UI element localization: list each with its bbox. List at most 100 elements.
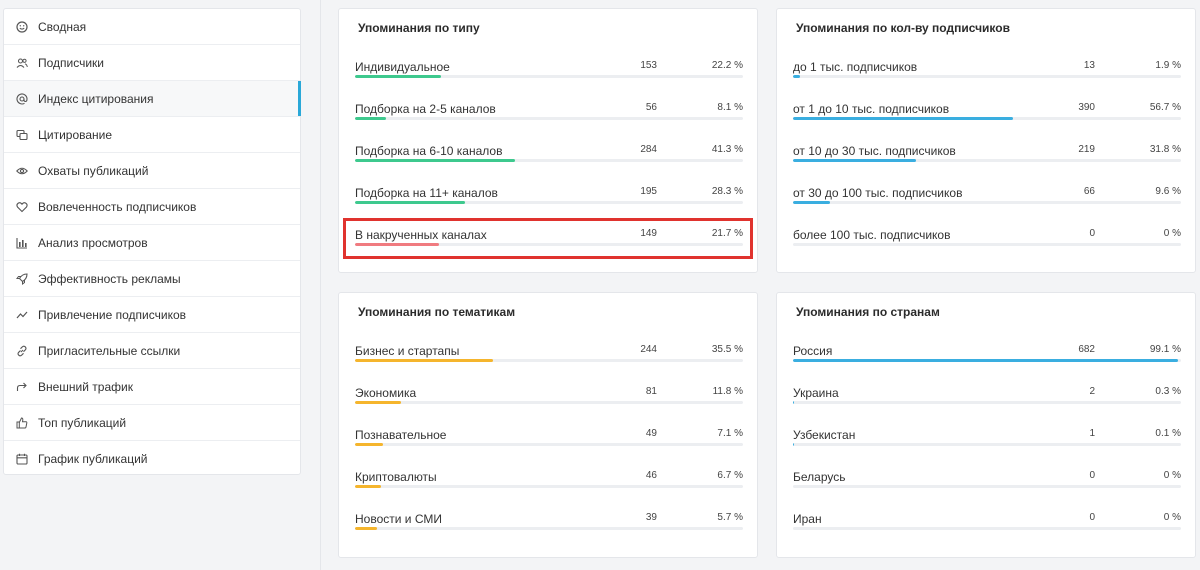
progress-fill bbox=[793, 359, 1178, 362]
sidebar-item-label: Топ публикаций bbox=[38, 415, 127, 430]
progress-track bbox=[355, 159, 743, 162]
row-count: 66 bbox=[1083, 186, 1095, 197]
bar-chart-icon bbox=[16, 237, 36, 249]
progress-track bbox=[355, 359, 743, 362]
sidebar-item-label: Цитирование bbox=[38, 127, 113, 142]
row-label: Иран bbox=[793, 512, 822, 526]
row-percent: 22.2 % bbox=[711, 60, 743, 71]
progress-track bbox=[793, 527, 1181, 530]
sidebar-item-label: Вовлеченность подписчиков bbox=[38, 199, 197, 214]
sidebar-item-label: Сводная bbox=[38, 19, 87, 34]
row-percent: 1.9 % bbox=[1155, 60, 1181, 71]
rocket-icon bbox=[16, 272, 36, 285]
row-percent: 9.6 % bbox=[1155, 186, 1181, 197]
stat-row: до 1 тыс. подписчиков 13 1.9 % bbox=[793, 60, 1181, 94]
row-count: 153 bbox=[640, 60, 657, 71]
row-count: 195 bbox=[640, 186, 657, 197]
progress-fill bbox=[793, 117, 1013, 120]
card-mentions-by-topic: Упоминания по тематикам Бизнес и стартап… bbox=[338, 292, 758, 558]
sidebar-item-views-analysis[interactable]: Анализ просмотров bbox=[4, 225, 300, 261]
row-count: 390 bbox=[1078, 102, 1095, 113]
row-percent: 11.8 % bbox=[712, 386, 743, 397]
row-percent: 7.1 % bbox=[717, 428, 743, 439]
stat-row: более 100 тыс. подписчиков 0 0 % bbox=[793, 228, 1181, 262]
sidebar-item-subscribers[interactable]: Подписчики bbox=[4, 45, 300, 81]
row-label: Подборка на 6-10 каналов bbox=[355, 144, 503, 158]
eye-icon bbox=[16, 165, 36, 177]
sidebar-item-label: Анализ просмотров bbox=[38, 235, 148, 250]
progress-track bbox=[793, 401, 1181, 404]
card-title: Упоминания по кол-ву подписчиков bbox=[796, 21, 1010, 35]
sidebar-item-summary[interactable]: Сводная bbox=[4, 9, 300, 45]
sidebar-item-top-posts[interactable]: Топ публикаций bbox=[4, 405, 300, 441]
row-percent: 5.7 % bbox=[717, 512, 743, 523]
row-percent: 99.1 % bbox=[1149, 344, 1181, 355]
stat-row: В накрученных каналах 149 21.7 % bbox=[355, 228, 743, 262]
sidebar-item-label: Охваты публикаций bbox=[38, 163, 149, 178]
sidebar-item-invite-links[interactable]: Пригласительные ссылки bbox=[4, 333, 300, 369]
progress-fill bbox=[793, 159, 917, 162]
row-label: Подборка на 11+ каналов bbox=[355, 186, 498, 200]
sidebar-item-engagement[interactable]: Вовлеченность подписчиков bbox=[4, 189, 300, 225]
row-percent: 0.3 % bbox=[1155, 386, 1181, 397]
row-count: 56 bbox=[645, 102, 657, 113]
sidebar-item-label: Подписчики bbox=[38, 55, 105, 70]
card-title: Упоминания по тематикам bbox=[358, 305, 516, 319]
row-count: 46 bbox=[645, 470, 657, 481]
row-count: 49 bbox=[645, 428, 657, 439]
progress-track bbox=[355, 243, 743, 246]
sidebar-item-posting-schedule[interactable]: График публикаций bbox=[4, 441, 300, 477]
stat-row: Подборка на 2-5 каналов 56 8.1 % bbox=[355, 102, 743, 136]
heart-icon bbox=[16, 201, 36, 213]
progress-track bbox=[355, 201, 743, 204]
stat-row: Криптовалюты 46 6.7 % bbox=[355, 470, 743, 504]
progress-fill bbox=[793, 75, 801, 78]
trend-icon bbox=[16, 309, 36, 321]
row-count: 2 bbox=[1089, 386, 1095, 397]
sidebar-item-ads-efficiency[interactable]: Эффективность рекламы bbox=[4, 261, 300, 297]
card-title: Упоминания по странам bbox=[796, 305, 940, 319]
sidebar-item-citation-index[interactable]: Индекс цитирования bbox=[4, 81, 301, 117]
sidebar-item-label: График публикаций bbox=[38, 452, 148, 466]
row-percent: 0 % bbox=[1163, 470, 1181, 481]
row-label: более 100 тыс. подписчиков bbox=[793, 228, 951, 242]
progress-fill bbox=[355, 243, 440, 246]
row-percent: 21.7 % bbox=[711, 228, 743, 239]
card-mentions-by-country: Упоминания по странам Россия 682 99.1 % … bbox=[776, 292, 1196, 558]
stat-row: Узбекистан 1 0.1 % bbox=[793, 428, 1181, 462]
row-percent: 0 % bbox=[1163, 512, 1181, 523]
row-count: 682 bbox=[1078, 344, 1095, 355]
stat-row: Познавательное 49 7.1 % bbox=[355, 428, 743, 462]
row-label: В накрученных каналах bbox=[355, 228, 487, 242]
row-label: от 30 до 100 тыс. подписчиков bbox=[793, 186, 963, 200]
row-percent: 0 % bbox=[1163, 228, 1181, 239]
card-title: Упоминания по типу bbox=[358, 21, 480, 35]
progress-fill bbox=[355, 117, 387, 120]
row-label: Бизнес и стартапы bbox=[355, 344, 460, 358]
sidebar-item-external-traffic[interactable]: Внешний трафик bbox=[4, 369, 300, 405]
stat-row: Беларусь 0 0 % bbox=[793, 470, 1181, 504]
stat-row: Бизнес и стартапы 244 35.5 % bbox=[355, 344, 743, 378]
stat-row: Подборка на 11+ каналов 195 28.3 % bbox=[355, 186, 743, 220]
row-count: 284 bbox=[640, 144, 657, 155]
progress-track bbox=[793, 159, 1181, 162]
progress-track bbox=[355, 117, 743, 120]
sidebar-item-attraction[interactable]: Привлечение подписчиков bbox=[4, 297, 300, 333]
progress-fill bbox=[355, 443, 383, 446]
row-percent: 28.3 % bbox=[711, 186, 743, 197]
progress-fill bbox=[793, 401, 795, 404]
stat-row: Иран 0 0 % bbox=[793, 512, 1181, 546]
row-count: 244 bbox=[640, 344, 657, 355]
share-arrow-icon bbox=[16, 381, 36, 393]
progress-track bbox=[355, 485, 743, 488]
smiley-icon bbox=[16, 20, 36, 33]
row-percent: 0.1 % bbox=[1155, 428, 1181, 439]
row-label: Познавательное bbox=[355, 428, 447, 442]
calendar-icon bbox=[16, 453, 36, 465]
stat-row: от 10 до 30 тыс. подписчиков 219 31.8 % bbox=[793, 144, 1181, 178]
row-label: Узбекистан bbox=[793, 428, 856, 442]
progress-fill bbox=[355, 485, 381, 488]
sidebar-item-citations[interactable]: Цитирование bbox=[4, 117, 300, 153]
sidebar-item-reach[interactable]: Охваты публикаций bbox=[4, 153, 300, 189]
row-count: 0 bbox=[1089, 512, 1095, 523]
